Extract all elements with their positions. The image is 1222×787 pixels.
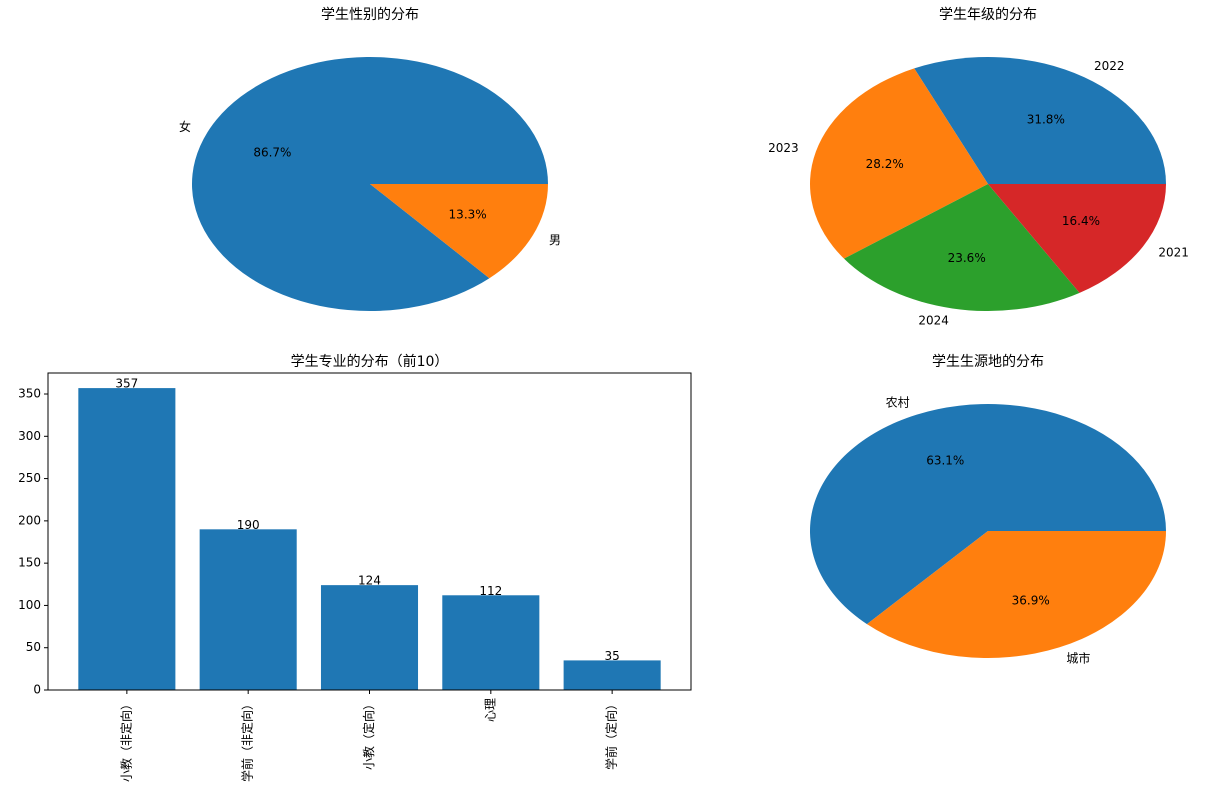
slice-label: 2023 bbox=[768, 141, 799, 155]
slice-label: 女 bbox=[179, 119, 191, 134]
x-tick-label: 学前（非定向） bbox=[240, 698, 255, 782]
chart-title: 学生专业的分布（前10） bbox=[291, 353, 449, 370]
x-tick-label: 小教（非定向） bbox=[118, 698, 133, 782]
value-label: 13.3% bbox=[449, 207, 487, 221]
value-label: 36.9% bbox=[1012, 593, 1050, 607]
value-label: 16.4% bbox=[1062, 214, 1100, 228]
data-label: 357 bbox=[115, 377, 138, 391]
y-tick-label: 0 bbox=[33, 683, 41, 697]
y-tick-label: 150 bbox=[18, 556, 41, 570]
x-tick-label: 小教（定向） bbox=[361, 698, 376, 770]
slice-label: 农村 bbox=[886, 395, 910, 409]
data-label: 124 bbox=[358, 574, 381, 588]
value-label: 23.6% bbox=[948, 251, 986, 265]
slice-label: 男 bbox=[549, 233, 561, 247]
value-label: 31.8% bbox=[1027, 112, 1065, 126]
pie-slice bbox=[370, 184, 548, 279]
y-tick-label: 200 bbox=[18, 513, 41, 527]
bar bbox=[199, 529, 297, 690]
pie-slice bbox=[988, 184, 1166, 293]
data-label: 112 bbox=[479, 584, 502, 598]
y-tick-label: 50 bbox=[26, 640, 41, 654]
chart-title: 学生年级的分布 bbox=[939, 7, 1037, 23]
bar bbox=[442, 595, 540, 690]
pie-slice bbox=[866, 531, 1166, 658]
value-label: 63.1% bbox=[926, 454, 964, 468]
pie-slice bbox=[914, 56, 1166, 184]
chart-title: 学生生源地的分布 bbox=[932, 354, 1044, 370]
data-label: 35 bbox=[605, 649, 620, 663]
slice-label: 2022 bbox=[1094, 59, 1125, 73]
bar bbox=[78, 388, 176, 690]
y-tick-label: 300 bbox=[18, 429, 41, 443]
x-tick-label: 学前（定向） bbox=[604, 698, 619, 770]
y-tick-label: 250 bbox=[18, 471, 41, 485]
pie-slice bbox=[810, 403, 1166, 625]
pie-slice bbox=[191, 56, 548, 311]
axes-frame bbox=[47, 372, 692, 691]
bar bbox=[563, 660, 661, 690]
x-tick-label: 心理 bbox=[483, 698, 497, 722]
slice-label: 2021 bbox=[1158, 245, 1189, 259]
y-tick-label: 100 bbox=[18, 598, 41, 612]
bar bbox=[320, 585, 419, 690]
pie-slice bbox=[843, 184, 1080, 311]
slice-label: 城市 bbox=[1066, 651, 1090, 666]
chart-title: 学生性别的分布 bbox=[321, 7, 419, 23]
value-label: 28.2% bbox=[866, 157, 904, 171]
slice-label: 2024 bbox=[918, 313, 949, 327]
data-label: 190 bbox=[237, 518, 260, 532]
value-label: 86.7% bbox=[253, 146, 291, 160]
y-tick-label: 350 bbox=[18, 387, 41, 401]
pie-slice bbox=[810, 68, 988, 259]
